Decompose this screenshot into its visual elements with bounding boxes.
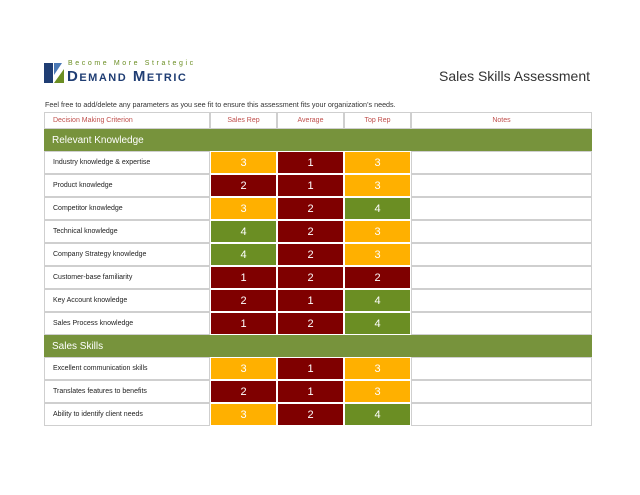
criterion: Industry knowledge & expertise: [44, 151, 210, 174]
score-cell: 3: [344, 174, 411, 197]
score-cell: 2: [210, 380, 277, 403]
score-cell: 1: [277, 151, 344, 174]
criterion: Product knowledge: [44, 174, 210, 197]
score-cell: 4: [210, 243, 277, 266]
notes-cell: [411, 220, 592, 243]
logo-icon: [44, 63, 64, 83]
score-cell: 1: [210, 312, 277, 335]
score-cell: 3: [210, 151, 277, 174]
page-title: Sales Skills Assessment: [439, 68, 590, 84]
column-header: Decision Making Criterion: [44, 112, 210, 129]
score-cell: 1: [277, 289, 344, 312]
column-header: Notes: [411, 112, 592, 129]
column-header: Average: [277, 112, 344, 129]
criterion: Ability to identify client needs: [44, 403, 210, 426]
score-cell: 2: [277, 312, 344, 335]
criterion: Sales Process knowledge: [44, 312, 210, 335]
criterion: Technical knowledge: [44, 220, 210, 243]
notes-cell: [411, 151, 592, 174]
instructions: Feel free to add/delete any parameters a…: [45, 100, 396, 109]
criterion: Translates features to benefits: [44, 380, 210, 403]
notes-cell: [411, 243, 592, 266]
score-cell: 2: [277, 220, 344, 243]
notes-cell: [411, 380, 592, 403]
notes-cell: [411, 357, 592, 380]
column-header: Sales Rep: [210, 112, 277, 129]
score-cell: 2: [210, 174, 277, 197]
score-cell: 3: [344, 380, 411, 403]
score-cell: 4: [344, 403, 411, 426]
tagline: Become More Strategic: [68, 60, 196, 67]
notes-cell: [411, 289, 592, 312]
score-cell: 1: [210, 266, 277, 289]
notes-cell: [411, 174, 592, 197]
criterion: Competitor knowledge: [44, 197, 210, 220]
score-cell: 2: [210, 289, 277, 312]
score-cell: 3: [344, 357, 411, 380]
score-cell: 1: [277, 357, 344, 380]
criterion: Excellent communication skills: [44, 357, 210, 380]
score-cell: 2: [277, 197, 344, 220]
criterion: Customer-base familiarity: [44, 266, 210, 289]
score-cell: 4: [210, 220, 277, 243]
brand: Demand Metric: [67, 68, 188, 85]
score-cell: 3: [210, 197, 277, 220]
criterion: Company Strategy knowledge: [44, 243, 210, 266]
score-cell: 4: [344, 289, 411, 312]
section-header: Relevant Knowledge: [44, 129, 592, 151]
score-cell: 2: [277, 403, 344, 426]
score-cell: 1: [277, 174, 344, 197]
score-cell: 2: [344, 266, 411, 289]
score-cell: 2: [277, 266, 344, 289]
notes-cell: [411, 266, 592, 289]
score-cell: 3: [344, 243, 411, 266]
score-cell: 1: [277, 380, 344, 403]
criterion: Key Account knowledge: [44, 289, 210, 312]
section-header: Sales Skills: [44, 335, 592, 357]
score-cell: 3: [344, 151, 411, 174]
notes-cell: [411, 312, 592, 335]
score-cell: 4: [344, 197, 411, 220]
column-header: Top Rep: [344, 112, 411, 129]
notes-cell: [411, 197, 592, 220]
score-cell: 4: [344, 312, 411, 335]
score-cell: 3: [344, 220, 411, 243]
score-cell: 2: [277, 243, 344, 266]
score-cell: 3: [210, 403, 277, 426]
score-cell: 3: [210, 357, 277, 380]
notes-cell: [411, 403, 592, 426]
